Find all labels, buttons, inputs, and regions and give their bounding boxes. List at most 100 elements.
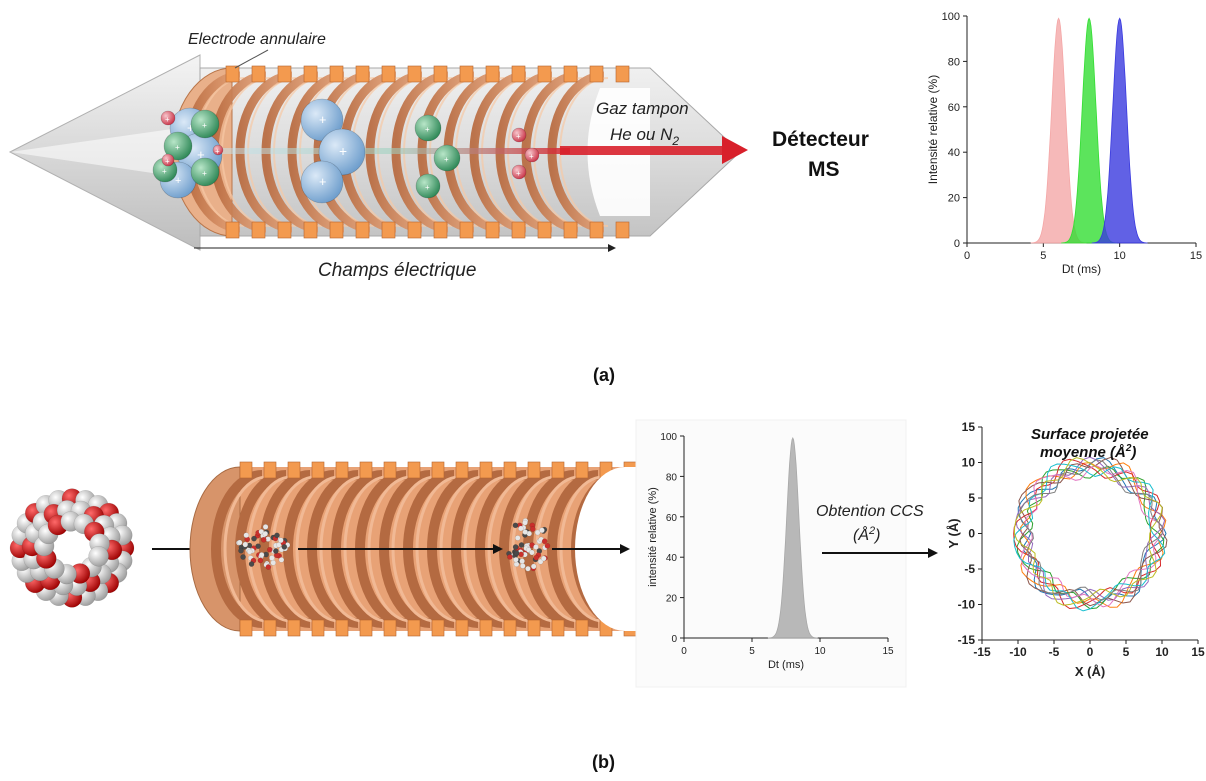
svg-text:+: + bbox=[444, 155, 449, 164]
svg-text:+: + bbox=[202, 168, 207, 178]
atom bbox=[261, 537, 266, 542]
y-tick-label: 100 bbox=[942, 11, 960, 23]
electrode-strip-top bbox=[264, 462, 276, 478]
atom bbox=[279, 557, 284, 562]
atom bbox=[513, 557, 518, 562]
x-axis-label: Dt (ms) bbox=[1062, 262, 1101, 276]
field-label: Champs électrique bbox=[318, 260, 476, 281]
atom bbox=[531, 564, 536, 569]
x-tick-label: 5 bbox=[1123, 645, 1130, 659]
electrode-strip-bottom bbox=[312, 620, 324, 636]
electrode-strip-top bbox=[480, 462, 492, 478]
gas-label-line1: Gaz tampon bbox=[596, 99, 689, 118]
svg-text:+: + bbox=[425, 183, 430, 192]
atom bbox=[520, 563, 525, 568]
x-tick-label: 15 bbox=[1190, 250, 1202, 262]
electrode-strip-bottom bbox=[360, 620, 372, 636]
atom bbox=[513, 523, 518, 528]
svg-text:+: + bbox=[165, 115, 170, 124]
cyclodextrin-atoms bbox=[10, 489, 134, 608]
electrode-strip-bottom bbox=[590, 222, 603, 238]
electrode-strip-bottom bbox=[486, 222, 499, 238]
detector-label-line2: MS bbox=[808, 158, 840, 181]
x-tick-label: -15 bbox=[973, 645, 991, 659]
atom bbox=[533, 544, 538, 549]
x-tick-label: 0 bbox=[1087, 645, 1094, 659]
electrode-strip-top bbox=[552, 462, 564, 478]
panel-b-label: (b) bbox=[592, 752, 615, 772]
electrode-strip-top bbox=[456, 462, 468, 478]
y-tick-label: -15 bbox=[958, 633, 976, 647]
electrode-strip-top bbox=[304, 66, 317, 82]
y-tick-label: 80 bbox=[666, 472, 678, 483]
electrode-strip-top bbox=[432, 462, 444, 478]
atom bbox=[529, 550, 534, 555]
electrode-strip-bottom bbox=[512, 222, 525, 238]
x-tick-label: 0 bbox=[964, 250, 970, 262]
x-axis-label: X (Å) bbox=[1075, 664, 1105, 679]
atom bbox=[530, 526, 535, 531]
electrode-strip-top bbox=[408, 462, 420, 478]
atom bbox=[271, 560, 276, 565]
x-tick-label: 5 bbox=[749, 646, 755, 657]
y-tick-label: 20 bbox=[948, 193, 960, 205]
svg-text:+: + bbox=[165, 157, 170, 166]
atom bbox=[243, 542, 248, 547]
y-tick-label: 0 bbox=[671, 634, 677, 645]
svg-text:+: + bbox=[425, 125, 430, 134]
electrode-strip-bottom bbox=[304, 222, 317, 238]
y-tick-label: 40 bbox=[948, 147, 960, 159]
electrode-strip-bottom bbox=[434, 222, 447, 238]
electrode-strip-bottom bbox=[278, 222, 291, 238]
svg-text:+: + bbox=[516, 169, 521, 178]
electrode-strip-top bbox=[576, 462, 588, 478]
y-axis-label: intensité relative (%) bbox=[647, 487, 659, 587]
electrode-strip-top bbox=[616, 66, 629, 82]
electrode-strip-bottom bbox=[336, 620, 348, 636]
electrode-strip-bottom bbox=[576, 620, 588, 636]
electrode-strip-top bbox=[360, 462, 372, 478]
atom bbox=[515, 535, 520, 540]
y-tick-label: 60 bbox=[666, 513, 678, 524]
x-tick-label: 0 bbox=[681, 646, 687, 657]
svg-text:+: + bbox=[202, 120, 207, 130]
electrode-strip-top bbox=[528, 462, 540, 478]
svg-text:+: + bbox=[529, 152, 534, 161]
electrode-strip-bottom bbox=[432, 620, 444, 636]
ccs-label-line1: Obtention CCS bbox=[816, 503, 924, 520]
hydrogen-atom bbox=[89, 546, 109, 566]
electrode-strip-bottom bbox=[504, 620, 516, 636]
atom bbox=[263, 524, 268, 529]
panel-a-label: (a) bbox=[593, 365, 615, 385]
electrode-strip-top bbox=[434, 66, 447, 82]
atom bbox=[520, 559, 525, 564]
svg-text:+: + bbox=[175, 142, 180, 152]
electrode-strip-bottom bbox=[552, 620, 564, 636]
atom bbox=[534, 555, 539, 560]
electrode-strip-bottom bbox=[528, 620, 540, 636]
electrode-strip-bottom bbox=[384, 620, 396, 636]
projection-contour-6 bbox=[1019, 457, 1167, 605]
electrode-strip-top bbox=[460, 66, 473, 82]
x-tick-label: 10 bbox=[814, 646, 826, 657]
electrode-strip-top bbox=[538, 66, 551, 82]
svg-text:+: + bbox=[516, 132, 521, 141]
electrode-strip-top bbox=[278, 66, 291, 82]
x-tick-label: -5 bbox=[1049, 645, 1060, 659]
y-tick-label: -5 bbox=[964, 562, 975, 576]
y-tick-label: 0 bbox=[968, 527, 975, 541]
electrode-strip-top bbox=[240, 462, 252, 478]
electrode-strip-bottom bbox=[288, 620, 300, 636]
electrode-strip-bottom bbox=[264, 620, 276, 636]
atom bbox=[282, 544, 287, 549]
electrode-strip-top bbox=[384, 462, 396, 478]
atom bbox=[539, 528, 544, 533]
electrode-strip-top bbox=[408, 66, 421, 82]
atom bbox=[518, 526, 523, 531]
atom bbox=[519, 552, 524, 557]
electrode-strip-bottom bbox=[226, 222, 239, 238]
atom bbox=[514, 551, 519, 556]
electrode-strip-bottom bbox=[456, 620, 468, 636]
atom bbox=[249, 561, 254, 566]
atom bbox=[545, 543, 550, 548]
